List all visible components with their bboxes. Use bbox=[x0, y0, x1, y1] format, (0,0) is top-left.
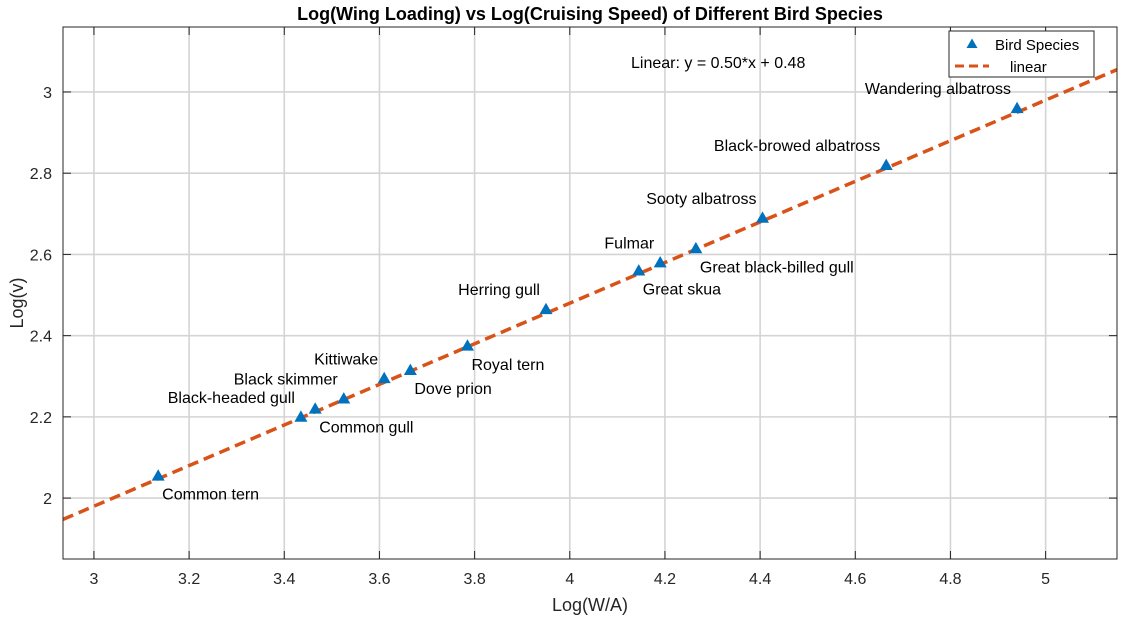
y-axis-title: Log(v) bbox=[7, 277, 27, 328]
x-tick-label: 4.4 bbox=[749, 571, 771, 588]
legend-label-linear: linear bbox=[1010, 59, 1047, 76]
data-point-label: Wandering albatross bbox=[865, 81, 1011, 98]
data-point-label: Royal tern bbox=[471, 357, 544, 374]
data-points bbox=[151, 101, 1024, 481]
x-tick-label: 3.8 bbox=[463, 571, 485, 588]
data-point-label: Great skua bbox=[643, 282, 721, 299]
data-point-marker bbox=[151, 469, 165, 481]
data-point-label: Sooty albatross bbox=[646, 191, 756, 208]
data-point-marker bbox=[1010, 101, 1024, 114]
x-tick-label: 5 bbox=[1041, 571, 1050, 588]
data-point-marker bbox=[539, 302, 553, 315]
point-labels: Common tern Black-headed gull Common gull B… bbox=[162, 81, 1011, 504]
y-tick-label: 2.2 bbox=[30, 410, 52, 427]
data-point-label: Fulmar bbox=[604, 236, 654, 253]
data-point-marker bbox=[308, 402, 322, 414]
data-point-label: Kittiwake bbox=[314, 351, 378, 368]
y-tick-label: 2.8 bbox=[30, 166, 52, 183]
data-point-label: Common gull bbox=[319, 420, 413, 437]
x-tick-label: 4 bbox=[565, 571, 574, 588]
data-point-marker bbox=[879, 158, 893, 170]
data-point-label: Dove prion bbox=[414, 381, 491, 398]
data-point-marker bbox=[653, 256, 667, 268]
y-tick-label: 3 bbox=[43, 85, 52, 102]
data-point-marker bbox=[337, 392, 351, 404]
plot-frame bbox=[62, 26, 1118, 560]
chart-title: Log(Wing Loading) vs Log(Cruising Speed)… bbox=[297, 4, 883, 24]
data-point-marker bbox=[460, 339, 474, 351]
y-tick-label: 2 bbox=[43, 491, 52, 508]
legend-label-bird-species: Bird Species bbox=[995, 37, 1079, 54]
data-point-label: Great black-billed gull bbox=[700, 259, 854, 276]
x-tick-label: 4.2 bbox=[654, 571, 676, 588]
data-point-marker bbox=[632, 264, 646, 276]
data-point-marker bbox=[689, 241, 703, 254]
x-tick-label: 3 bbox=[89, 571, 98, 588]
fit-line bbox=[62, 68, 1118, 522]
legend: Bird Species linear bbox=[948, 30, 1095, 78]
data-point-label: Common tern bbox=[162, 487, 259, 504]
x-tick-label: 4.8 bbox=[939, 571, 961, 588]
data-point-label: Black-browed albatross bbox=[714, 138, 880, 155]
data-point-marker bbox=[755, 211, 769, 223]
legend-box bbox=[948, 30, 1095, 78]
grid bbox=[63, 27, 1117, 559]
y-tick-label: 2.4 bbox=[30, 329, 52, 346]
data-point-marker bbox=[294, 410, 308, 422]
data-point-label: Herring gull bbox=[458, 282, 540, 299]
axis-ticks: 3 3.2 3.4 3.6 3.8 4 4.2 4.4 4.6 4.8 5 2 2.2 2.4 2.6 2.8… bbox=[30, 27, 1117, 588]
data-point-label: Black skimmer bbox=[234, 372, 339, 389]
y-tick-label: 2.6 bbox=[30, 247, 52, 264]
fit-line-layer bbox=[62, 68, 1118, 522]
x-tick-label: 3.4 bbox=[273, 571, 295, 588]
x-tick-label: 4.6 bbox=[844, 571, 866, 588]
x-axis-title: Log(W/A) bbox=[552, 595, 628, 615]
x-tick-label: 3.6 bbox=[368, 571, 390, 588]
data-point-marker bbox=[403, 363, 417, 376]
data-point-marker bbox=[377, 371, 391, 384]
legend-marker-bird-species bbox=[966, 38, 978, 48]
x-tick-label: 3.2 bbox=[178, 571, 200, 588]
data-point-label: Black-headed gull bbox=[168, 390, 295, 407]
fit-equation-annotation: Linear: y = 0.50*x + 0.48 bbox=[631, 55, 805, 72]
